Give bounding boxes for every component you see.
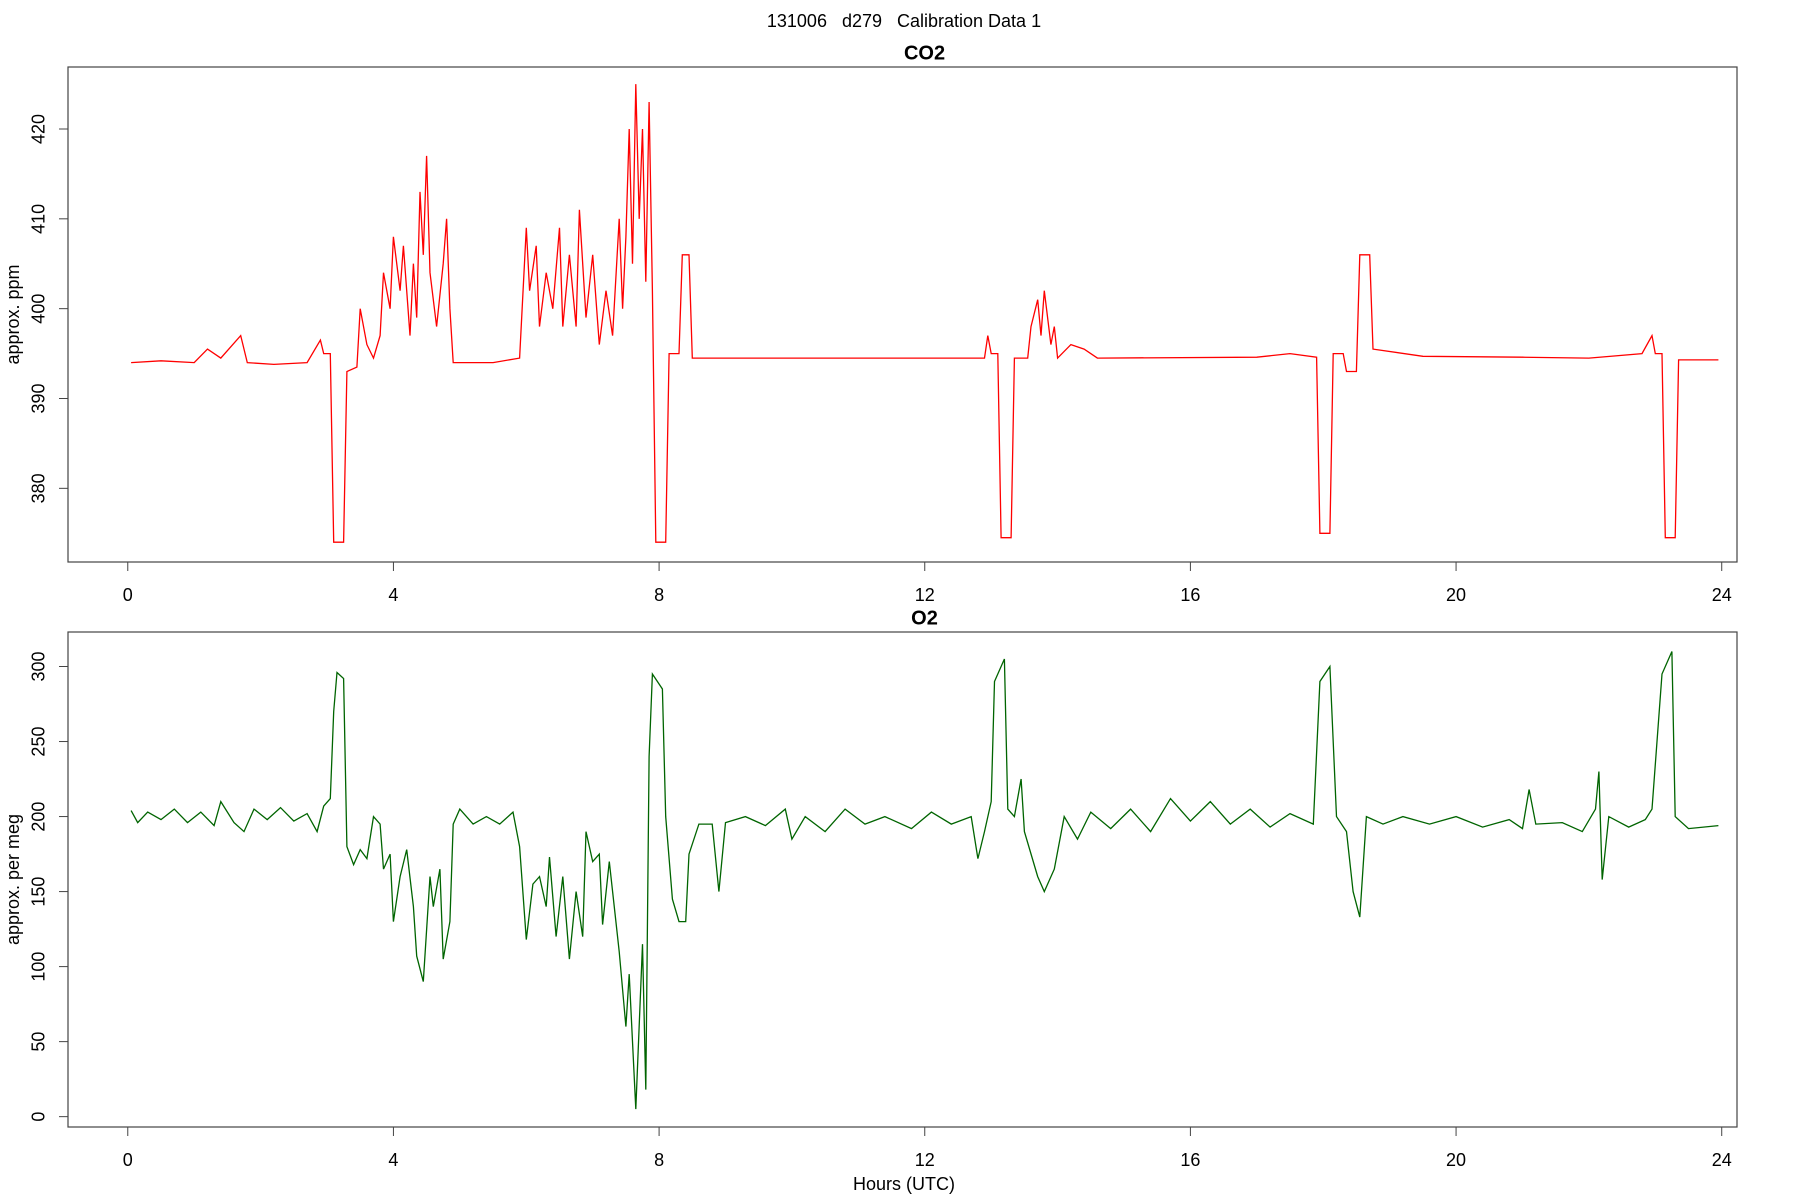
x-tick-label: 24 (1712, 585, 1732, 605)
x-tick-label: 8 (654, 585, 664, 605)
x-tick-label: 16 (1180, 1150, 1200, 1170)
x-tick-label: 0 (123, 1150, 133, 1170)
y-tick-label: 300 (29, 651, 49, 681)
x-tick-label: 24 (1712, 1150, 1732, 1170)
x-tick-label: 8 (654, 1150, 664, 1170)
data-line (130, 651, 1719, 1110)
panel-title: CO2 (904, 42, 945, 64)
y-axis-label: approx. ppm (3, 264, 23, 364)
y-tick-label: 390 (29, 383, 49, 413)
y-axis-label: approx. per meg (3, 814, 23, 945)
x-tick-label: 20 (1446, 1150, 1466, 1170)
y-tick-label: 100 (29, 952, 49, 982)
plot-box (67, 631, 1738, 1128)
y-tick-label: 200 (29, 802, 49, 832)
panel-title: O2 (911, 607, 938, 629)
y-tick-label: 150 (29, 877, 49, 907)
x-tick-label: 16 (1180, 585, 1200, 605)
y-tick-label: 0 (29, 1112, 49, 1122)
y-tick-label: 50 (29, 1032, 49, 1052)
x-tick-label: 4 (388, 1150, 398, 1170)
y-tick-label: 420 (29, 114, 49, 144)
x-tick-label: 20 (1446, 585, 1466, 605)
y-tick-label: 410 (29, 204, 49, 234)
x-axis-label: Hours (UTC) (853, 1174, 955, 1194)
y-tick-label: 250 (29, 727, 49, 757)
y-tick-label: 400 (29, 294, 49, 324)
figure-title: 131006 d279 Calibration Data 1 (767, 11, 1041, 31)
data-line (131, 84, 1719, 543)
x-tick-label: 12 (915, 585, 935, 605)
x-tick-label: 4 (388, 585, 398, 605)
plot-box (67, 66, 1738, 563)
x-tick-label: 0 (123, 585, 133, 605)
y-tick-label: 380 (29, 473, 49, 503)
x-tick-label: 12 (915, 1150, 935, 1170)
